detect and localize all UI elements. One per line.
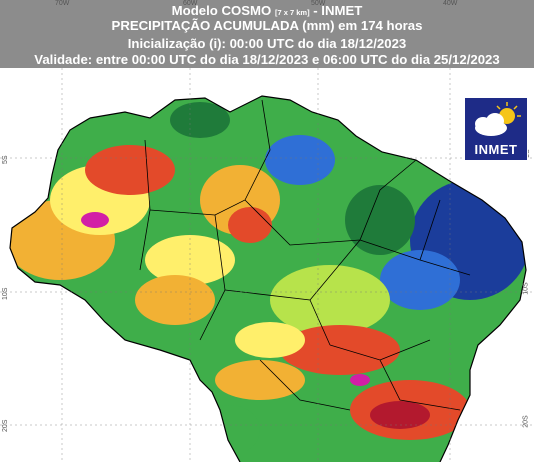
model-title: Modelo COSMO [7 x 7 km] - INMET bbox=[171, 3, 363, 18]
map-header: Modelo COSMO [7 x 7 km] - INMET PRECIPIT… bbox=[0, 0, 534, 68]
cloud-sun-icon bbox=[475, 102, 521, 136]
lat-tick: 10S bbox=[2, 287, 9, 300]
logo-text: INMET bbox=[474, 142, 518, 157]
brazil-outline bbox=[9, 95, 527, 462]
lon-tick: 60W bbox=[183, 0, 198, 7]
map-title: PRECIPITAÇÃO ACUMULADA (mm) em 174 horas bbox=[111, 18, 423, 33]
inmet-logo: INMET bbox=[464, 97, 528, 161]
lon-tick: 50W bbox=[311, 0, 326, 7]
lat-tick: 5S bbox=[2, 155, 9, 164]
initialization-time: Inicialização (i): 00:00 UTC do dia 18/1… bbox=[127, 36, 407, 51]
graticule bbox=[0, 68, 534, 462]
validity-period: Validade: entre 00:00 UTC do dia 18/12/2… bbox=[34, 52, 500, 67]
state-borders bbox=[139, 99, 471, 411]
lat-tick: 10S bbox=[522, 282, 530, 295]
lon-tick: 70W bbox=[55, 0, 70, 7]
lon-tick: 40W bbox=[443, 0, 458, 7]
lat-tick: 20S bbox=[2, 419, 9, 432]
lat-tick: 20S bbox=[522, 415, 530, 428]
